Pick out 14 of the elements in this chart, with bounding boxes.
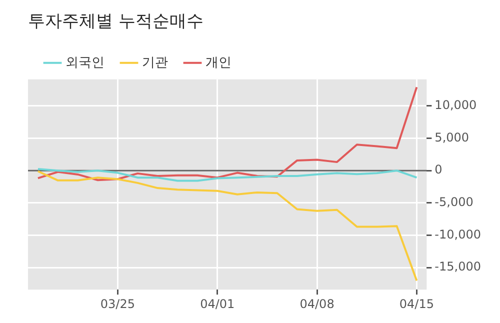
legend-label: 개인 xyxy=(206,55,232,70)
y-tick-label: -15,000 xyxy=(434,260,482,274)
y-tick-label: -10,000 xyxy=(434,227,482,242)
x-tick-label: 04/15 xyxy=(399,296,434,311)
y-tick-label: 5,000 xyxy=(434,130,470,144)
y-tick-label: -5,000 xyxy=(434,195,474,210)
legend-label: 기관 xyxy=(142,55,168,70)
x-tick-label: 04/01 xyxy=(200,296,235,311)
x-tick-label: 03/25 xyxy=(100,296,135,311)
x-tick-label: 04/08 xyxy=(300,296,334,311)
y-tick-label: 10,000 xyxy=(434,98,477,112)
y-tick-label: 0 xyxy=(434,162,442,177)
chart-title: 투자주체별 누적순매수 xyxy=(28,12,204,32)
legend-label: 외국인 xyxy=(66,55,104,70)
